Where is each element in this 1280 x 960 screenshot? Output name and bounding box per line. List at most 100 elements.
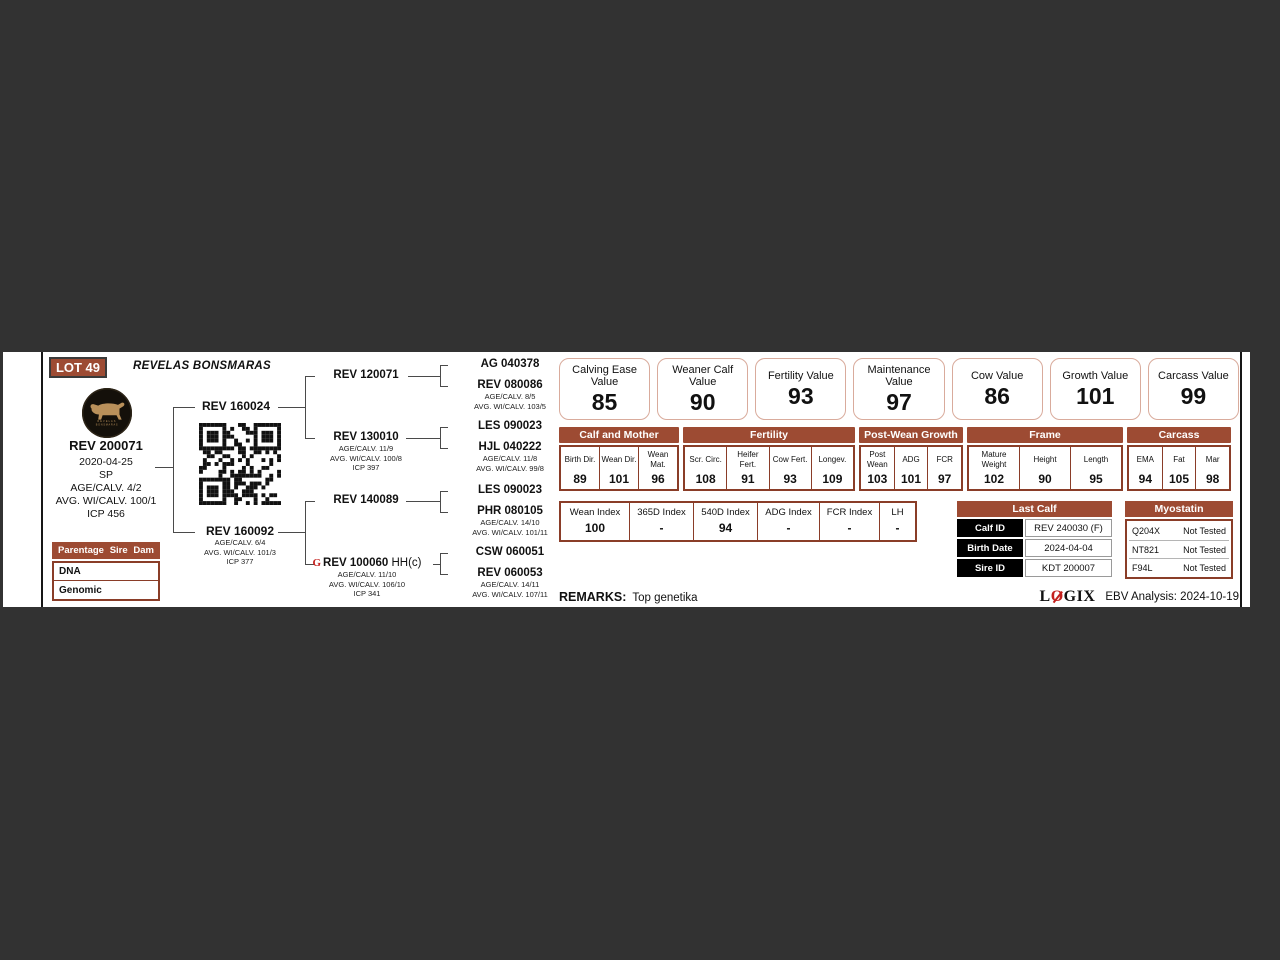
pedigree-line [173, 532, 195, 533]
ebv-cell: Longev. 109 [810, 447, 853, 489]
pedigree-line [155, 467, 173, 468]
pedigree-gen4-node: LES 090023 [478, 484, 542, 496]
pedigree-line [440, 512, 448, 513]
ebv-cell: Height 90 [1019, 447, 1070, 489]
subject-age-calv: AGE/CALV. 4/2 [70, 482, 142, 494]
ebv-cell: Wean Dir. 101 [599, 447, 638, 489]
pedigree-gen4-node: HJL 040222 AGE/CALV. 11/8 AVG. WI/CALV. … [476, 441, 544, 473]
myostatin-row: NT821 Not Tested [1129, 540, 1229, 558]
pedigree-sire: REV 160024 [201, 399, 271, 413]
pedigree-line [440, 553, 448, 554]
breeder-logo: REVELAS BONSMARAS [82, 388, 132, 438]
pedigree-line [433, 564, 440, 565]
pedigree-line [173, 407, 195, 408]
pedigree-line [173, 407, 174, 533]
subject-birth-date: 2020-04-25 [79, 456, 133, 468]
remarks-label: REMARKS: [559, 590, 627, 604]
ebv-cell: Post Wean 103 [866, 450, 888, 486]
index-cell-lh: LH - [879, 503, 915, 540]
pedigree-gen4-node: REV 060053 AGE/CALV. 14/11 AVG. WI/CALV.… [472, 567, 548, 599]
remarks-text: Top genetika [632, 592, 698, 604]
pedigree-line [406, 501, 440, 502]
value-box-carcass: Carcass Value 99 [1147, 358, 1239, 420]
qr-code [199, 423, 281, 505]
pedigree-dam-sire: REV 140089 [333, 494, 399, 506]
parentage-header: Parentage Sire Dam [52, 542, 160, 559]
subject-info: 2020-04-25 SP AGE/CALV. 4/2 AVG. WI/CALV… [39, 456, 173, 521]
index-cell-365d: 365D Index - [629, 503, 693, 540]
ebv-group-calf-and-mother: Calf and Mother Birth Dir. 89 Wean Dir. … [559, 427, 679, 491]
value-boxes: Calving Ease Value 85 Weaner Calf Value … [559, 358, 1239, 420]
ebv-cell: Wean Mat. 96 [638, 447, 677, 489]
pedigree-gen4-node: CSW 060051 [475, 546, 545, 558]
pedigree-line [278, 407, 305, 408]
myostatin-section: Myostatin Q204X Not Tested NT821 Not Tes… [1125, 501, 1233, 579]
pedigree-line [408, 376, 440, 377]
logix-logo-o: O [1050, 588, 1064, 605]
parentage-col-parentage: Parentage [58, 545, 104, 556]
value-box-growth: Growth Value 101 [1049, 358, 1141, 420]
pedigree-sire-dam: REV 130010 AGE/CALV. 11/9 AVG. WI/CALV. … [330, 431, 402, 472]
value-box-fertility: Fertility Value 93 [755, 358, 847, 420]
ebv-cell: FCR 97 [927, 447, 961, 489]
pedigree-line [440, 491, 448, 492]
index-cell-540d: 540D Index 94 [693, 503, 757, 540]
ebv-cell: Heifer Fert. 91 [726, 447, 768, 489]
ebv-group-carcass: Carcass EMA 94 Fat 105 Mar [1127, 427, 1231, 491]
catalog-page: LOT 49 REVELAS BONSMARAS REVELAS BONSMAR… [3, 352, 1250, 607]
ebv-group-fertility: Fertility Scr. Circ. 108 Heifer Fert. 91 [683, 427, 855, 491]
index-cell-fcr: FCR Index - [819, 503, 879, 540]
pedigree-line [278, 532, 305, 533]
farm-name: REVELAS BONSMARAS [133, 360, 272, 372]
pedigree-line [305, 501, 306, 565]
parentage-row-genomic: Genomic [59, 584, 102, 596]
ebv-panel: Calving Ease Value 85 Weaner Calf Value … [559, 358, 1239, 606]
pedigree-gen4-node: LES 090023 [478, 420, 542, 432]
pedigree-line [440, 386, 448, 387]
index-table: Wean Index 100 365D Index - 540D Index 9… [559, 501, 917, 542]
pedigree-line [440, 448, 448, 449]
value-box-weaner-calf: Weaner Calf Value 90 [657, 358, 749, 420]
subject-avg-wi-calv: AVG. WI/CALV. 100/1 [55, 495, 157, 507]
last-calf-header: Last Calf [957, 501, 1112, 517]
ebv-cell: Mar 98 [1195, 447, 1229, 489]
value-box-cow: Cow Value 86 [951, 358, 1043, 420]
last-calf-row: Sire ID KDT 200007 [957, 559, 1112, 577]
ebv-cell: Birth Dir. 89 [564, 454, 596, 486]
ebv-cell: Mature Weight 102 [981, 450, 1007, 486]
ebv-cell: ADG 101 [893, 447, 928, 489]
pedigree-line [305, 564, 315, 565]
ebv-cell: Fat 105 [1161, 447, 1196, 489]
value-box-maintenance: Maintenance Value 97 [853, 358, 945, 420]
parentage-col-dam: Dam [133, 545, 154, 556]
ebv-cell: Cow Fert. 93 [768, 447, 811, 489]
pedigree-line [440, 427, 441, 449]
pedigree-dam: REV 160092 AGE/CALV. 6/4 AVG. WI/CALV. 1… [204, 524, 276, 566]
value-box-calving-ease: Calving Ease Value 85 [559, 358, 651, 420]
pedigree-line [305, 438, 315, 439]
subject-status: SP [98, 469, 113, 481]
index-cell-wean: Wean Index 100 [569, 507, 621, 535]
logix-logo: LOGIX [1039, 588, 1096, 605]
remarks: REMARKS: Top genetika [559, 590, 698, 604]
pedigree-dam-dam: G REV 100060 HH(c) AGE/CALV. 11/10 AVG. W… [312, 557, 422, 598]
last-calf-row: Calf ID REV 240030 (F) [957, 519, 1112, 537]
ebv-group-frame: Frame Mature Weight 102 Height 90 [967, 427, 1123, 491]
genomics-tested-icon: G [312, 557, 322, 569]
pedigree-line [305, 376, 315, 377]
myostatin-header: Myostatin [1125, 501, 1233, 517]
myostatin-table: Q204X Not Tested NT821 Not Tested F94L N… [1125, 519, 1233, 579]
myostatin-row: Q204X Not Tested [1132, 526, 1226, 536]
parentage-table: DNA Genomic [52, 561, 160, 601]
ebv-cell: EMA 94 [1136, 454, 1154, 486]
qr-code-pattern [199, 423, 281, 505]
ebv-table: Calf and Mother Birth Dir. 89 Wean Dir. … [559, 427, 1239, 491]
pedigree-line [440, 574, 448, 575]
ebv-group-post-wean-growth: Post-Wean Growth Post Wean 103 ADG 101 [859, 427, 963, 491]
pedigree-line [440, 491, 441, 513]
pedigree-gen4-node: PHR 080105 AGE/CALV. 14/10 AVG. WI/CALV.… [472, 505, 548, 537]
subject-icp: ICP 456 [87, 508, 125, 520]
ebv-analysis-date: EBV Analysis: 2024-10-19 [1105, 591, 1239, 603]
pedigree-line [406, 438, 440, 439]
